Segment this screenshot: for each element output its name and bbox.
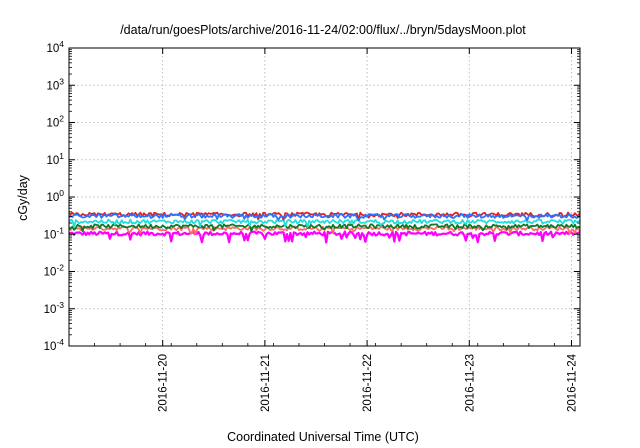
x-axis-label: Coordinated Universal Time (UTC): [227, 430, 419, 444]
series-line: [68, 218, 581, 229]
y-tick-label: 10-1: [44, 225, 65, 241]
y-tick-label: 10-2: [44, 263, 65, 279]
chart-title: /data/run/goesPlots/archive/2016-11-24/0…: [120, 23, 526, 37]
y-axis-label: cGy/day: [16, 174, 30, 221]
x-tick-label: 2016-11-21: [260, 354, 272, 412]
y-tick-label: 104: [46, 39, 64, 55]
series-group: [68, 211, 581, 244]
x-ticks: 2016-11-20 2016-11-21 2016-11-22 2016-11-23…: [68, 48, 581, 412]
y-tick-label: 100: [46, 188, 64, 204]
series-line: [68, 213, 581, 222]
y-ticks: 10-4 10-3 10-2 10-1 100 101 102 103 104: [44, 39, 580, 353]
x-tick-label: 2016-11-20: [158, 354, 170, 412]
y-tick-label: 103: [46, 76, 64, 92]
y-tick-label: 101: [46, 151, 64, 167]
series-line: [68, 230, 581, 244]
series-line: [68, 211, 581, 221]
x-tick-label: 2016-11-22: [362, 354, 374, 412]
x-tick-label: 2016-11-24: [566, 353, 578, 412]
series-line: [68, 223, 581, 233]
x-tick-label: 2016-11-23: [464, 354, 476, 412]
y-tick-label: 10-4: [44, 337, 65, 353]
grid: [69, 48, 580, 346]
y-tick-label: 102: [46, 114, 64, 130]
y-tick-label: 10-3: [44, 300, 65, 316]
